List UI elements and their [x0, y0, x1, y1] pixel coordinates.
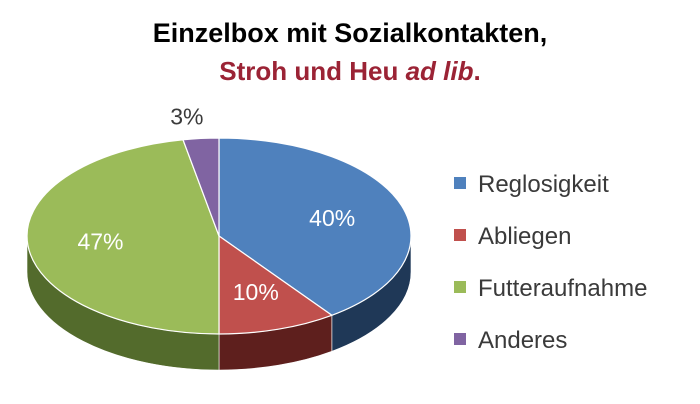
legend-label-futteraufnahme: Futteraufnahme	[478, 275, 647, 302]
data-label-reglosigkeit: 40%	[309, 205, 355, 231]
chart-title-line-2-end: .	[473, 56, 481, 86]
chart-title: Einzelbox mit Sozialkontakten, Stroh und…	[0, 14, 700, 90]
chart-title-line-1: Einzelbox mit Sozialkontakten,	[152, 18, 548, 48]
chart-title-line-2-plain: Stroh und Heu	[219, 56, 406, 86]
data-label-abliegen: 10%	[233, 279, 279, 305]
pie-slice-futteraufnahme	[26, 139, 220, 335]
legend: Reglosigkeit Abliegen Futteraufnahme Andere…	[454, 171, 647, 354]
data-label-anderes: 3%	[170, 103, 203, 129]
legend-label-abliegen: Abliegen	[478, 223, 571, 250]
pie-slice-anderes	[182, 137, 220, 237]
legend-label-anderes: Anderes	[478, 327, 567, 354]
pie-slice-reglosigkeit	[218, 137, 412, 316]
pie-top-faces	[26, 137, 412, 335]
pie-data-labels: 40% 10% 47% 3%	[77, 103, 355, 305]
legend-swatch-futteraufnahme	[454, 281, 466, 293]
chart-title-line-2: Stroh und Heu ad lib.	[0, 52, 700, 90]
legend-swatch-anderes	[454, 333, 466, 345]
pie-slice-abliegen	[218, 235, 333, 335]
chart-title-line-2-italic: ad lib	[405, 56, 474, 86]
data-label-futteraufnahme: 47%	[77, 229, 123, 255]
legend-swatch-abliegen	[454, 229, 466, 241]
legend-label-reglosigkeit: Reglosigkeit	[478, 171, 609, 198]
legend-swatch-reglosigkeit	[454, 177, 466, 189]
